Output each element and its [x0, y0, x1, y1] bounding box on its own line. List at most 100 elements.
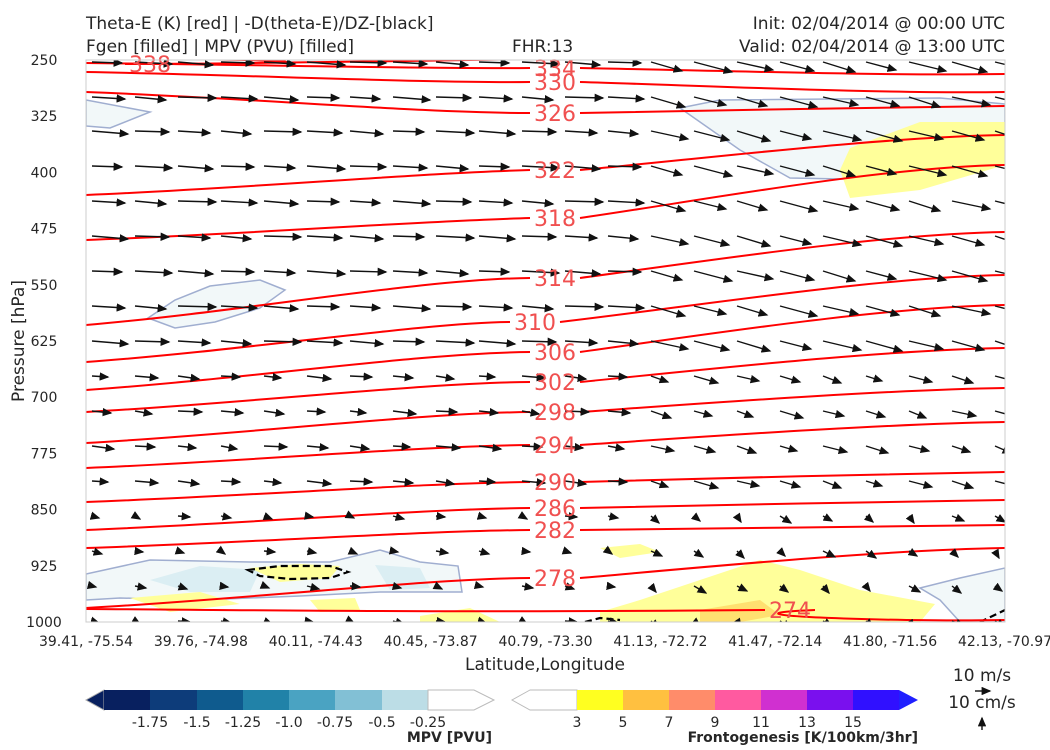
wind-vector: [951, 235, 986, 247]
wind-vector: [177, 407, 204, 416]
wind-vector: [478, 303, 514, 312]
wind-vector: [736, 130, 772, 143]
wind-vector: [392, 163, 429, 172]
wind-vector: [994, 165, 1005, 170]
wind-vector: [865, 96, 901, 108]
wind-vector: [951, 61, 989, 74]
fgen-colorbar-tick: 3: [573, 715, 582, 731]
valid-time: Valid: 02/04/2014 @ 13:00 UTC: [739, 37, 1005, 57]
wind-vector: [779, 270, 816, 282]
wind-vector: [736, 96, 769, 108]
wind-vector: [349, 477, 374, 486]
wind-vector: [306, 164, 347, 173]
wind-vector: [435, 128, 476, 137]
init-time: Init: 02/04/2014 @ 00:00 UTC: [752, 14, 1005, 34]
wind-vector: [349, 162, 388, 171]
wind-vector: [908, 375, 934, 384]
contour-labels: 338 3343303263223183143103063022982942902…: [129, 53, 811, 624]
wind-vector: [650, 445, 676, 454]
wind-vector: [951, 584, 963, 594]
wind-vector: [776, 547, 786, 557]
wind-vector: [564, 302, 605, 311]
wind-vector: [736, 583, 749, 592]
contour-label-326: 326: [534, 102, 576, 127]
wind-vector: [134, 582, 148, 591]
wind-vector: [865, 200, 901, 212]
wind-vector: [220, 198, 259, 207]
mpv-colorbar-cell: [150, 690, 197, 710]
wind-vector: [306, 302, 341, 311]
mpv-colorbar-cell: [335, 690, 382, 710]
wind-vector: [473, 580, 485, 590]
wind-vector: [435, 93, 473, 102]
wind-vector: [607, 617, 620, 622]
wind-vector: [693, 235, 731, 247]
wind-vector: [607, 233, 640, 243]
wind-vector: [521, 408, 541, 417]
y-tick-label: 250: [31, 53, 58, 69]
wind-vector: [822, 513, 834, 522]
fgen-colorbar-cell: [807, 690, 853, 710]
fgen-colorbar-tick: 11: [752, 715, 770, 731]
wind-vector: [177, 197, 218, 206]
wind-vector: [435, 233, 476, 242]
wind-vector: [478, 477, 497, 486]
wind-vector: [349, 234, 385, 243]
theta-e-line-326: [86, 91, 1005, 114]
wind-vector: [822, 130, 863, 143]
wind-vector: [517, 511, 529, 520]
wind-vector: [521, 199, 555, 208]
wind-vector: [392, 127, 426, 136]
mpv-colorbar-tick: -1.5: [183, 715, 210, 731]
wind-vector: [564, 338, 599, 347]
wind-vector: [736, 235, 772, 248]
wind-vector: [435, 511, 447, 521]
wind-vector: [564, 512, 579, 521]
wind-vector: [820, 583, 830, 595]
wind-vector: [177, 512, 192, 521]
wind-vector: [649, 514, 661, 524]
wind-vector: [564, 373, 588, 382]
wind-vector: [994, 514, 1005, 523]
wind-vector: [693, 548, 705, 558]
wind-vector: [263, 477, 283, 487]
y-tick-label: 550: [31, 278, 58, 294]
wind-vector: [994, 96, 1005, 101]
wind-vector: [607, 60, 643, 67]
theta-e-line-290: [86, 471, 1005, 503]
wind-vector: [822, 340, 863, 353]
wind-vector: [564, 128, 599, 137]
wind-vector: [865, 549, 878, 559]
wind-vector: [392, 304, 432, 313]
wind-vector: [693, 585, 708, 594]
axes: 250 325 400 475 550 625 700 775 850 925 1000 39.41,…: [9, 53, 1050, 675]
wind-vector: [478, 94, 514, 103]
wind-vector: [220, 512, 233, 521]
wind-vector: [263, 442, 289, 451]
wind-vector: [392, 512, 406, 521]
wind-vector: [650, 548, 664, 557]
wind-vector: [693, 200, 728, 212]
wind-vector: [392, 95, 432, 104]
wind-vector: [263, 163, 297, 172]
wind-vector: [478, 372, 497, 381]
y-tick-label: 850: [31, 503, 58, 519]
wind-vector: [865, 445, 890, 455]
mpv-colorbar-tick: -0.25: [410, 715, 446, 731]
wind-vector: [693, 96, 728, 108]
wind-vector: [392, 408, 418, 418]
wind-vector: [650, 130, 690, 142]
wind-vector: [392, 60, 429, 68]
wind-vector: [865, 270, 898, 281]
wind-vector: [564, 233, 599, 242]
wind-vector: [650, 410, 673, 420]
wind-vector: [435, 443, 462, 452]
wind-vector: [865, 410, 887, 419]
wind-vector: [693, 445, 717, 454]
wind-vector: [130, 511, 142, 520]
wind-vector: [992, 582, 1004, 592]
ddz-dashed-contour: [244, 564, 352, 581]
wind-vector: [177, 233, 212, 242]
wind-vector: [908, 410, 928, 419]
